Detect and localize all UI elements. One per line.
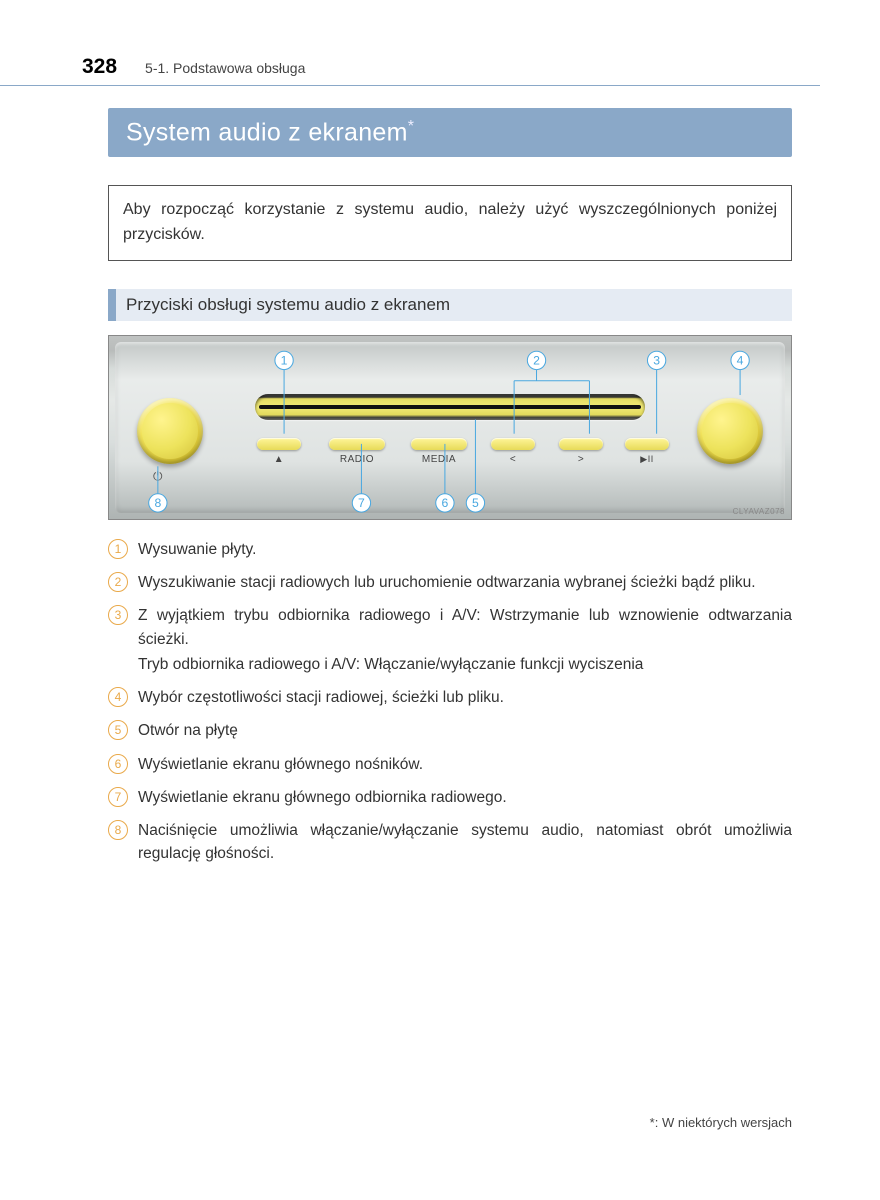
item-number: 6: [108, 754, 128, 774]
item-text: Wybór częstotliwości stacji radiowej, śc…: [138, 686, 792, 709]
intro-box: Aby rozpocząć korzystanie z systemu audi…: [108, 185, 792, 261]
list-item: 7 Wyświetlanie ekranu głównego odbiornika…: [108, 786, 792, 809]
item-text: Wyświetlanie ekranu głównego odbiornika …: [138, 786, 792, 809]
list-item: 2 Wyszukiwanie stacji radiowych lub uruch…: [108, 571, 792, 594]
callout-overlay: 1 2 3 4: [109, 336, 791, 520]
section-title: System audio z ekranem*: [108, 108, 792, 157]
intro-text: Aby rozpocząć korzystanie z systemu audi…: [123, 201, 777, 243]
svg-text:2: 2: [533, 353, 540, 367]
page-section-label: 5-1. Podstawowa obsługa: [145, 60, 305, 76]
item-text: Wyświetlanie ekranu głównego nośników.: [138, 753, 792, 776]
audio-panel-diagram: ⏻ ▲ RADIO MEDIA < > ▶II 1: [108, 335, 792, 520]
item-number: 4: [108, 687, 128, 707]
page-number: 328: [82, 55, 117, 79]
item-text: Wyszukiwanie stacji radiowych lub urucho…: [138, 571, 792, 594]
callout-7: 7: [352, 444, 370, 512]
list-item: 8 Naciśnięcie umożliwia włączanie/wyłącza…: [108, 819, 792, 866]
item-text: Z wyjątkiem trybu odbiornika radiowego i…: [138, 604, 792, 676]
item-number: 3: [108, 605, 128, 625]
list-item: 3 Z wyjątkiem trybu odbiornika radiowego …: [108, 604, 792, 676]
item-number: 5: [108, 720, 128, 740]
list-item: 6 Wyświetlanie ekranu głównego nośników.: [108, 753, 792, 776]
callout-3: 3: [647, 351, 665, 433]
list-item: 4 Wybór częstotliwości stacji radiowej, ś…: [108, 686, 792, 709]
item-number: 7: [108, 787, 128, 807]
svg-text:8: 8: [154, 496, 161, 510]
footnote: *: W niektórych wersjach: [650, 1115, 792, 1130]
title-text: System audio z ekranem: [126, 118, 408, 146]
callout-4: 4: [731, 351, 749, 395]
item-number: 8: [108, 820, 128, 840]
svg-text:3: 3: [653, 353, 660, 367]
item-text: Naciśnięcie umożliwia włączanie/wyłączan…: [138, 819, 792, 866]
item-text: Otwór na płytę: [138, 719, 792, 742]
callout-5: 5: [466, 419, 484, 512]
image-code: CLYAVAZ078: [733, 507, 785, 516]
accent-bar: [108, 289, 116, 321]
subsection-header: Przyciski obsługi systemu audio z ekrane…: [108, 289, 792, 321]
page-content: System audio z ekranem* Aby rozpocząć ko…: [0, 86, 880, 866]
svg-text:7: 7: [358, 496, 365, 510]
subsection-title: Przyciski obsługi systemu audio z ekrane…: [116, 289, 460, 321]
callout-2: 2: [514, 351, 589, 433]
callout-6: 6: [436, 444, 454, 512]
item-subtext: Tryb odbiornika radiowego i A/V: Włączan…: [138, 653, 792, 676]
svg-text:1: 1: [281, 353, 288, 367]
svg-text:4: 4: [737, 353, 744, 367]
callout-8: 8: [149, 466, 167, 512]
list-item: 5 Otwór na płytę: [108, 719, 792, 742]
item-number: 2: [108, 572, 128, 592]
svg-text:5: 5: [472, 496, 479, 510]
svg-text:6: 6: [442, 496, 449, 510]
list-item: 1 Wysuwanie płyty.: [108, 538, 792, 561]
item-number: 1: [108, 539, 128, 559]
item-text: Wysuwanie płyty.: [138, 538, 792, 561]
callout-1: 1: [275, 351, 293, 433]
title-footnote-mark: *: [408, 118, 415, 135]
page-header: 328 5-1. Podstawowa obsługa: [0, 0, 820, 86]
callout-description-list: 1 Wysuwanie płyty. 2 Wyszukiwanie stacji ra…: [108, 538, 792, 866]
